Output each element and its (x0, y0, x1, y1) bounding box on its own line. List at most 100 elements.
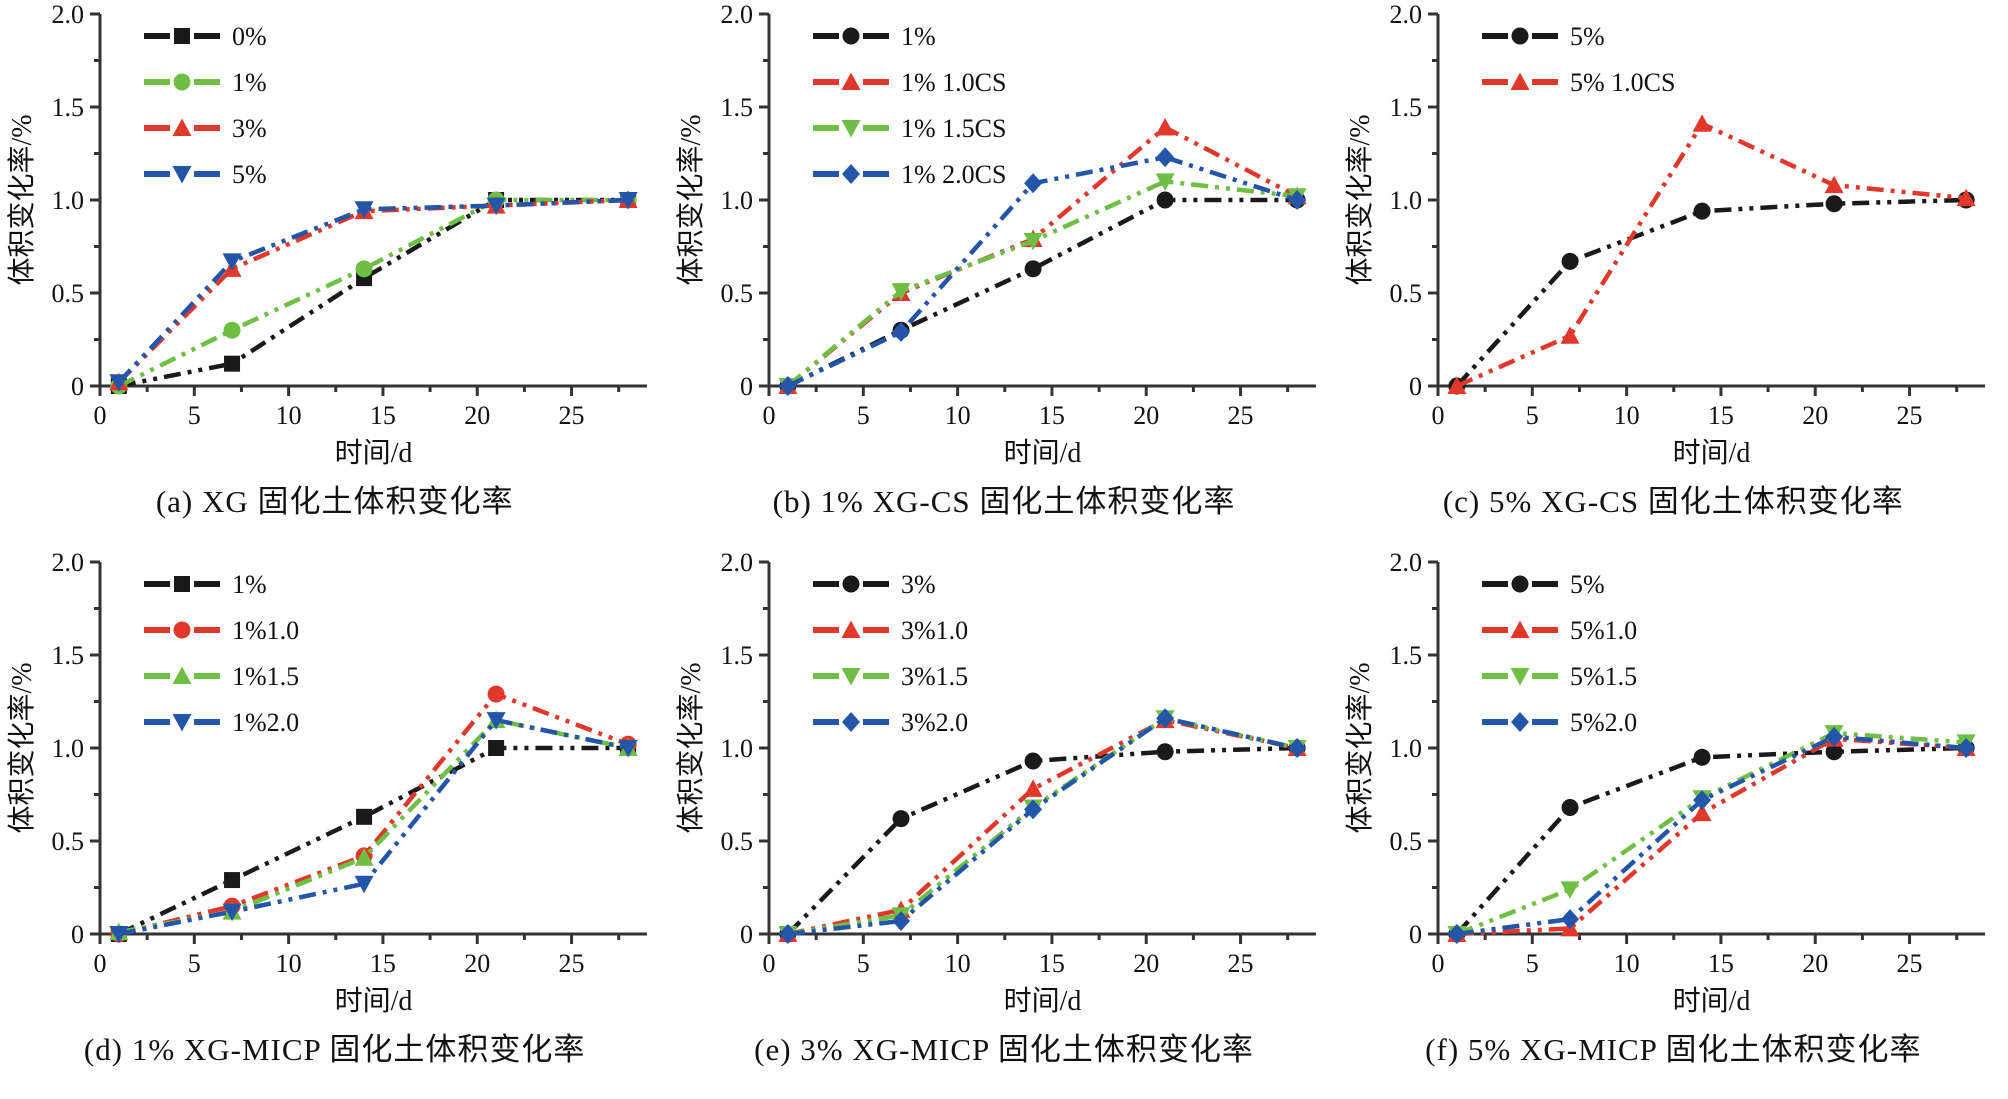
x-tick-label: 15 (1708, 949, 1734, 978)
y-tick-label: 0.5 (51, 279, 84, 308)
legend-marker (172, 166, 192, 184)
chart-cell-f: 0 0.5 1.0 1.5 2.0 0 5 10 15 20 25 时间/d 体积变化率/% 5% 5%1.… (1339, 550, 2008, 1098)
x-tick-label: 25 (1228, 949, 1254, 978)
legend-marker (173, 621, 191, 638)
y-tick-label: 0.5 (720, 827, 753, 856)
legend-label: 5%1.5 (1570, 662, 1637, 691)
data-point-marker (222, 903, 242, 921)
legend-label: 5% (232, 160, 267, 189)
legend: 1% 1% 1.0CS 1% 1.5CS 1% 2.0CS (812, 22, 1006, 189)
legend-marker (842, 575, 860, 592)
y-tick-label: 0.5 (51, 827, 84, 856)
data-point-marker (1288, 190, 1307, 210)
legend: 3% 3%1.0 3%1.5 3%2.0 (812, 570, 968, 737)
data-point-marker (892, 322, 911, 343)
data-point-marker (1825, 726, 1844, 747)
legend-marker (172, 666, 192, 684)
data-point-marker (618, 739, 638, 757)
legend-marker (842, 27, 860, 45)
y-tick-label: 1.0 (720, 734, 753, 763)
legend-label: 5% (1570, 22, 1605, 51)
series-5%1.0 (1447, 728, 1976, 942)
data-point-marker (1692, 114, 1712, 132)
x-tick-label: 0 (1432, 401, 1445, 430)
legend-label: 1% 1.5CS (901, 114, 1006, 143)
x-axis-label: 时间/d (334, 437, 412, 469)
data-point-marker (223, 355, 240, 372)
x-tick-label: 20 (1803, 949, 1829, 978)
legend-label: 3% (232, 114, 267, 143)
data-point-marker (1824, 175, 1844, 194)
y-axis-label: 体积变化率/% (6, 662, 38, 833)
data-point-marker (1024, 752, 1042, 770)
legend-label: 1% (901, 22, 936, 51)
series-line (118, 717, 629, 936)
data-point-marker (1560, 880, 1580, 899)
series-3%2.0 (778, 707, 1307, 944)
data-point-marker (1956, 188, 1976, 207)
x-tick-label: 0 (762, 949, 775, 978)
legend: 0% 1% 3% 5% (143, 22, 267, 189)
y-tick-label: 0 (740, 920, 753, 949)
legend-marker (173, 575, 190, 592)
data-point-marker (1024, 260, 1042, 278)
legend-marker (173, 28, 190, 44)
chart-cell-a: 0 0.5 1.0 1.5 2.0 0 5 10 15 20 25 时间/d 体积变化率/% 0% 1% 3%… (0, 2, 669, 550)
series-line (118, 717, 629, 934)
axes (1428, 12, 1986, 396)
y-tick-label: 1.0 (1390, 186, 1423, 215)
legend-label: 5%1.0 (1570, 616, 1637, 645)
legend-marker (1511, 711, 1530, 732)
data-point-marker (1561, 798, 1579, 816)
series-1% (779, 191, 1306, 395)
series-1%2.0 (109, 711, 638, 943)
chart-f-caption: (f) 5% XG-MICP 固化土体积变化率 (1425, 1031, 1922, 1067)
y-tick-label: 1.0 (720, 186, 753, 215)
x-tick-label: 5 (857, 949, 870, 978)
legend-label: 1% 1.0CS (901, 68, 1006, 97)
data-point-marker (1561, 908, 1580, 929)
data-point-marker (892, 910, 911, 931)
chart-cell-b: 0 0.5 1.0 1.5 2.0 0 5 10 15 20 25 时间/d 体积变化率/% 1% 1% 1… (669, 2, 1338, 550)
y-tick-label: 2.0 (51, 2, 84, 29)
series-line (1456, 730, 1967, 936)
data-point-marker (1957, 737, 1976, 758)
y-tick-label: 2.0 (720, 2, 753, 29)
x-tick-label: 25 (1897, 949, 1923, 978)
x-tick-label: 5 (1526, 949, 1539, 978)
series-1% 1.5CS (778, 173, 1307, 396)
legend-label: 5% (1570, 570, 1605, 599)
data-point-marker (486, 711, 506, 730)
y-axis-label: 体积变化率/% (6, 114, 38, 285)
axes (758, 560, 1316, 944)
x-axis-label: 时间/d (1673, 437, 1751, 469)
data-point-marker (109, 925, 129, 943)
chart-b-canvas: 0 0.5 1.0 1.5 2.0 0 5 10 15 20 25 时间/d 体积变化率/% 1% 1% 1… (675, 2, 1316, 469)
chart-c-caption: (c) 5% XG-CS 固化土体积变化率 (1442, 484, 1904, 519)
axes (89, 12, 647, 396)
x-tick-label: 0 (93, 949, 106, 978)
legend-marker (841, 120, 861, 138)
data-point-marker (487, 739, 504, 756)
data-point-marker (487, 685, 505, 703)
data-point-marker (1156, 191, 1174, 209)
legend-label: 3% (901, 570, 936, 599)
y-tick-label: 0 (71, 372, 84, 401)
x-tick-label: 15 (370, 401, 396, 430)
axes (1428, 560, 1986, 944)
chart-e-caption: (e) 3% XG-MICP 固化土体积变化率 (754, 1031, 1254, 1067)
legend-marker (1510, 72, 1530, 90)
axes (758, 12, 1316, 396)
legend-label: 5% 1.0CS (1570, 68, 1675, 97)
data-point-marker (1447, 376, 1467, 394)
legend-marker (1510, 620, 1530, 638)
y-tick-label: 2.0 (1390, 550, 1423, 577)
data-point-marker (1692, 803, 1712, 821)
series-line (116, 197, 628, 384)
legend-marker (841, 711, 860, 732)
chart-c-canvas: 0 0.5 1.0 1.5 2.0 0 5 10 15 20 25 时间/d 体积变化率/% 5% 5% 1… (1344, 2, 1986, 469)
legend-marker (841, 164, 860, 184)
legend-label: 1% 2.0CS (901, 160, 1006, 189)
x-tick-label: 25 (1897, 401, 1923, 430)
data-point-marker (109, 374, 129, 392)
